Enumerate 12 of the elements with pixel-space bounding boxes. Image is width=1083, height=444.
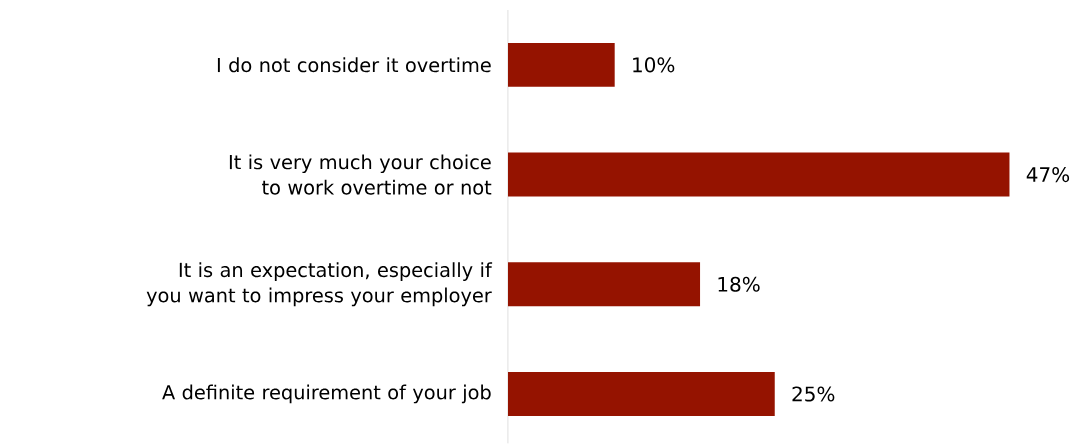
bar (508, 42, 615, 87)
data-label: 47% (1026, 167, 1070, 183)
bar (508, 152, 1010, 197)
data-label: 18% (718, 276, 760, 292)
data-label: 10% (633, 57, 675, 73)
bar (508, 262, 701, 307)
y-tick-label: A definite requirement of your job (162, 384, 491, 404)
data-label: 25% (792, 386, 835, 402)
y-tick-label: It is an expectation, especially if you want to impress your employer (146, 262, 493, 307)
y-tick-label: I do not consider it overtime (217, 57, 491, 73)
bar (508, 372, 775, 416)
y-tick-label: It is very much your choice to work overtime or not (229, 154, 492, 195)
